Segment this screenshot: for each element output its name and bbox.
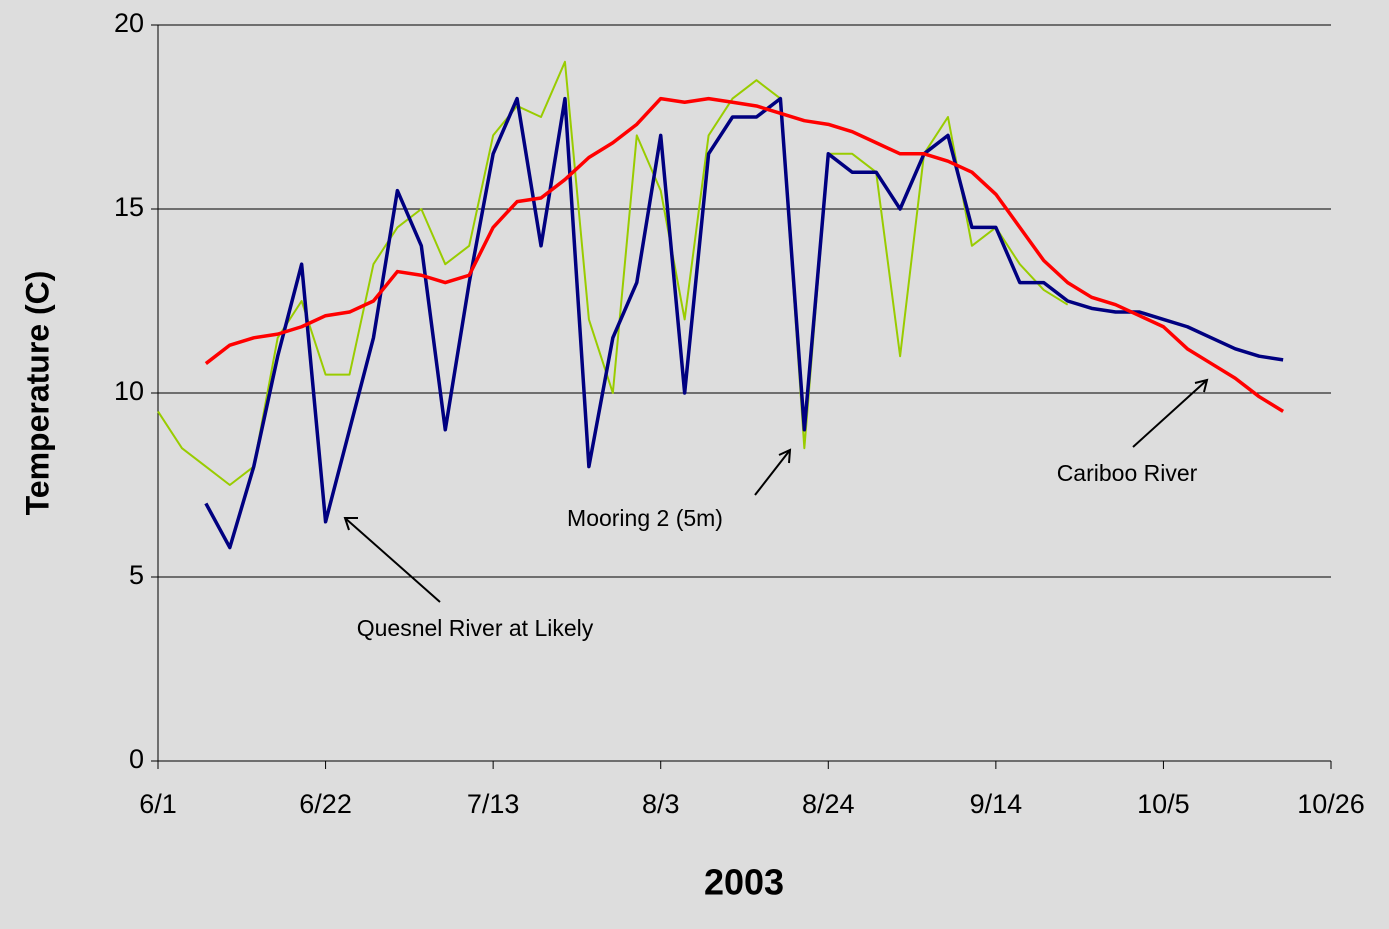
annotation: Cariboo River [1057,460,1198,486]
annotation-arrow [1132,379,1208,448]
y-tick-label: 0 [129,744,144,774]
x-axis-label: 2003 [704,862,784,903]
annotation: Quesnel River at Likely [357,615,594,641]
x-tick-label: 9/14 [970,789,1023,819]
x-tick-label: 10/26 [1297,789,1365,819]
y-tick-label: 20 [114,8,144,38]
series-line [157,60,1069,486]
x-tick-label: 7/13 [467,789,520,819]
x-tick-label: 6/1 [139,789,177,819]
annotation-arrow [344,517,441,603]
arrow-head [778,448,792,464]
arrow-head [1194,378,1209,393]
y-tick-label: 5 [129,560,144,590]
x-tick-label: 6/22 [299,789,352,819]
annotation: Mooring 2 (5m) [567,505,723,531]
series-line [204,96,1284,550]
y-axis-label: Temperature (C) [19,271,55,516]
arrow-head [343,517,358,531]
x-tick-label: 8/24 [802,789,855,819]
y-tick-label: 10 [114,376,144,406]
y-tick-label: 15 [114,192,144,222]
annotation-arrow [754,449,791,496]
series-line [204,96,1285,413]
x-tick-label: 8/3 [642,789,680,819]
x-tick-label: 10/5 [1137,789,1190,819]
